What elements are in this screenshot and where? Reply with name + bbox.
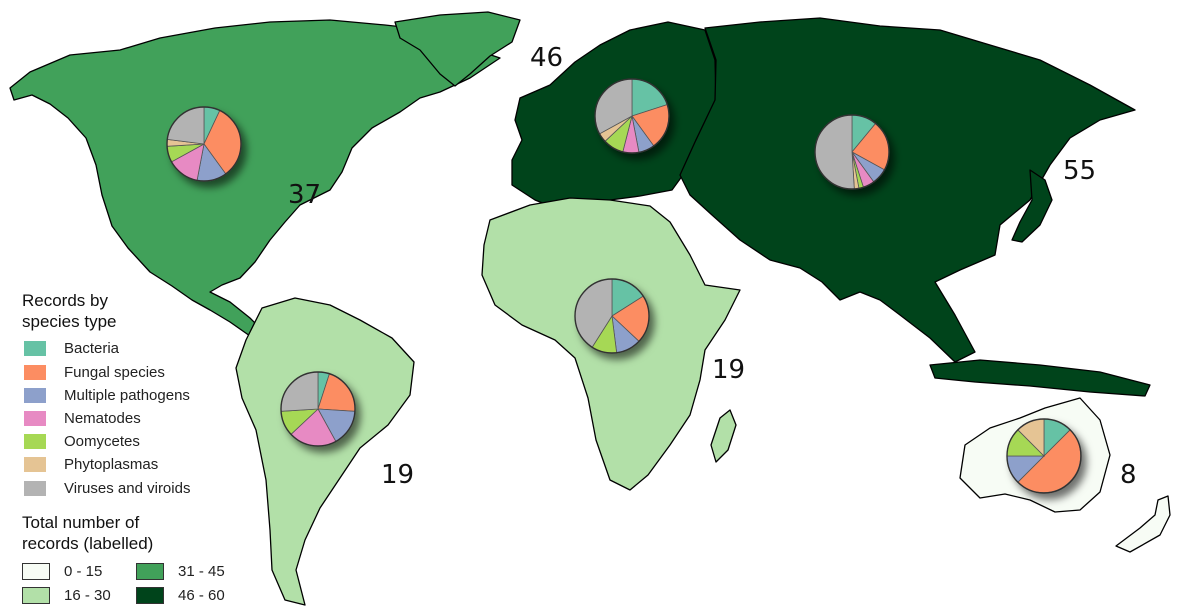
scale-item-0-15: 0 - 15 bbox=[22, 563, 102, 580]
continent-madagascar bbox=[710, 409, 737, 463]
legend-label: Multiple pathogens bbox=[64, 386, 190, 404]
continent-new-zealand bbox=[1115, 495, 1171, 553]
legend-swatch bbox=[24, 387, 46, 403]
species-legend-title-line1: Records by bbox=[22, 291, 108, 310]
legend-swatch bbox=[24, 340, 46, 356]
legend-swatch bbox=[24, 364, 46, 380]
scale-item-16-30: 16 - 30 bbox=[22, 587, 111, 604]
legend-item-nematodes: Nematodes bbox=[24, 409, 141, 427]
total-label-europe: 46 bbox=[530, 43, 564, 73]
pie-africa bbox=[574, 278, 650, 354]
scale-swatch bbox=[22, 587, 50, 604]
legend-item-fungal-species: Fungal species bbox=[24, 363, 165, 381]
scale-label: 31 - 45 bbox=[178, 563, 225, 580]
scale-item-31-45: 31 - 45 bbox=[136, 563, 225, 580]
continent-greenland bbox=[394, 11, 521, 87]
total-label-africa: 19 bbox=[712, 355, 746, 385]
legend-label: Fungal species bbox=[64, 363, 165, 381]
legend-item-bacteria: Bacteria bbox=[24, 339, 119, 357]
legend-swatch bbox=[24, 433, 46, 449]
legend-swatch bbox=[24, 456, 46, 472]
scale-swatch bbox=[136, 563, 164, 580]
total-legend-title-line1: Total number of bbox=[22, 513, 140, 532]
scale-label: 16 - 30 bbox=[64, 587, 111, 604]
scale-swatch bbox=[136, 587, 164, 604]
pie-asia bbox=[814, 114, 890, 190]
legend-label: Bacteria bbox=[64, 339, 120, 357]
legend-item-oomycetes: Oomycetes bbox=[24, 432, 140, 450]
legend-item-phytoplasmas: Phytoplasmas bbox=[24, 455, 158, 473]
legend-item-multiple-pathogens: Multiple pathogens bbox=[24, 386, 190, 404]
pie-outline bbox=[814, 114, 890, 190]
pie-outline bbox=[280, 371, 356, 447]
legend-item-viruses-and-viroids: Viruses and viroids bbox=[24, 479, 190, 497]
species-legend-title: Records by species type bbox=[22, 290, 117, 332]
scale-label: 0 - 15 bbox=[64, 563, 103, 580]
continent-south-america bbox=[235, 297, 415, 606]
species-legend-title-line2: species type bbox=[22, 312, 117, 331]
continent-japan bbox=[1011, 169, 1053, 243]
scale-item-46-60: 46 - 60 bbox=[136, 587, 225, 604]
legend-label: Oomycetes bbox=[64, 432, 140, 450]
total-label-asia: 55 bbox=[1063, 156, 1097, 186]
total-label-north-america: 37 bbox=[288, 180, 322, 210]
pie-outline bbox=[166, 106, 242, 182]
pie-outline bbox=[574, 278, 650, 354]
total-label-south-america: 19 bbox=[381, 460, 415, 490]
pie-north-america bbox=[166, 106, 242, 182]
pie-outline bbox=[594, 78, 670, 154]
pie-south-america bbox=[280, 371, 356, 447]
legend-swatch bbox=[24, 410, 46, 426]
pie-oceania bbox=[1006, 418, 1082, 494]
continent-se-asia-islands bbox=[929, 359, 1151, 397]
continent-asia bbox=[679, 17, 1136, 363]
total-legend-title: Total number of records (labelled) bbox=[22, 512, 153, 554]
total-legend-title-line2: records (labelled) bbox=[22, 534, 154, 553]
continent-north-america bbox=[9, 19, 501, 337]
pie-outline bbox=[1006, 418, 1082, 494]
scale-swatch bbox=[22, 563, 50, 580]
legend-label: Phytoplasmas bbox=[64, 455, 159, 473]
legend-label: Nematodes bbox=[64, 409, 141, 427]
total-label-oceania: 8 bbox=[1120, 460, 1137, 490]
legend-swatch bbox=[24, 480, 46, 496]
legend-label: Viruses and viroids bbox=[64, 479, 191, 497]
scale-label: 46 - 60 bbox=[178, 587, 225, 604]
pie-europe bbox=[594, 78, 670, 154]
